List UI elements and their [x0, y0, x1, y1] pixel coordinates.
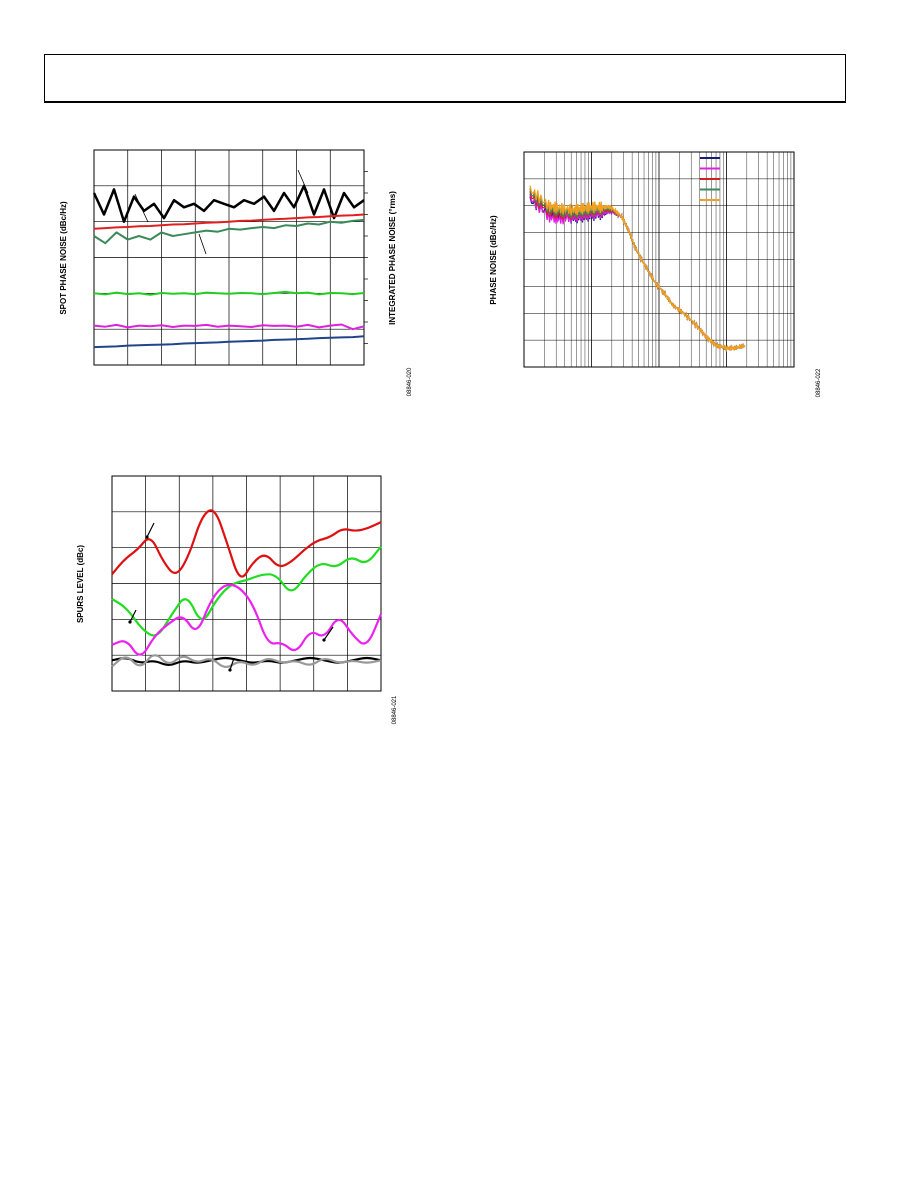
chart-spot-phase-noise: SPOT PHASE NOISE (dBc/Hz) INTEGRATED PHA… [59, 149, 413, 396]
chart3-series-line [111, 509, 382, 578]
chart2-series-line [529, 185, 746, 353]
chart3-annotation-arrow [323, 626, 334, 641]
chart3-y-axis-label: SPURS LEVEL (dBc) [76, 545, 85, 623]
chart1-annotation-arrow [198, 233, 207, 255]
chart3-arrow-head [322, 638, 326, 642]
chart-spurs-level: SPURS LEVEL (dBc) 08846-021 [76, 475, 398, 724]
chart3-arrow-head [228, 668, 232, 672]
chart3-series-line [111, 583, 383, 656]
chart1-y2-axis-label: INTEGRATED PHASE NOISE (°rms) [388, 191, 397, 325]
chart3-arrow-head [128, 620, 132, 624]
chart-phase-noise: PHASE NOISE (dBc/Hz) 08846-022 [489, 151, 822, 397]
chart3-annotation-arrow [146, 522, 155, 538]
chart1-series-line [93, 218, 365, 245]
chart3-series-line [111, 656, 382, 666]
chart3-figure-code: 08846-021 [392, 695, 398, 724]
chart1-series-line [93, 323, 365, 331]
chart1-y-axis-label: SPOT PHASE NOISE (dBc/Hz) [59, 201, 68, 315]
page-header-box [44, 54, 846, 103]
chart3-series-line [111, 545, 382, 637]
chart3-annotation-arrow [229, 657, 235, 671]
chart3-series-line [111, 654, 382, 668]
chart1-series-line [92, 184, 365, 223]
chart2-figure-code: 08846-022 [816, 368, 822, 397]
chart3-annotation-arrow [129, 609, 137, 623]
chart1-series-line [93, 213, 365, 230]
chart3-arrow-head [145, 535, 149, 539]
chart1-annotation-arrow [297, 169, 309, 194]
chart1-annotation-arrow [134, 193, 149, 223]
chart1-series-line [93, 290, 365, 296]
chart1-series-line [93, 335, 365, 349]
chart1-figure-code: 08846-020 [407, 367, 413, 396]
chart2-y-axis-label: PHASE NOISE (dBc/Hz) [489, 215, 498, 305]
